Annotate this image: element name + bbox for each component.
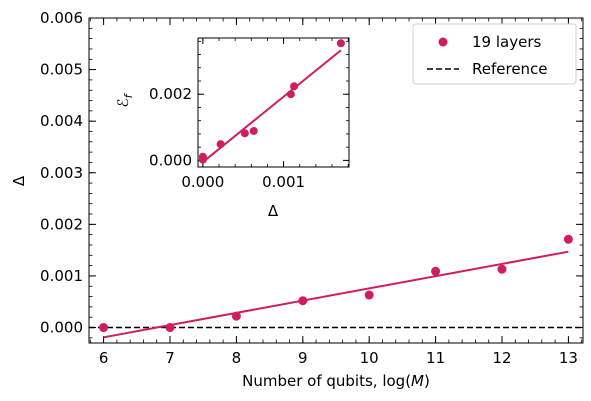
- main-x-tick-label: 8: [232, 349, 242, 367]
- main-y-tick-labels: 0.000 0.001 0.002 0.003 0.004 0.005 0.006: [40, 9, 83, 337]
- inset-x-tick-label: 0.001: [262, 173, 305, 191]
- inset-x-tick-labels: 0.000 0.001: [181, 173, 305, 191]
- main-y-tick-label: 0.002: [40, 215, 83, 233]
- main-x-tick-label: 6: [99, 349, 109, 367]
- inset-plot: 0.000 0.001 0.000 0.002 Δ ℰf: [114, 37, 350, 220]
- main-x-tick-label: 10: [360, 349, 379, 367]
- legend-box: [412, 23, 577, 85]
- main-x-axis-label: Number of qubits, log(M): [242, 372, 430, 390]
- inset-y-axis-label: ℰf: [114, 92, 135, 107]
- main-data-point: [165, 323, 175, 333]
- main-y-axis-label: Δ: [10, 175, 28, 186]
- inset-data-point: [336, 39, 345, 48]
- main-data-point: [99, 323, 109, 333]
- main-data-point: [497, 264, 507, 274]
- main-x-tick-label: 12: [492, 349, 511, 367]
- inset-data-point: [249, 126, 258, 135]
- main-y-tick-label: 0.003: [40, 164, 83, 182]
- inset-data-point: [198, 152, 207, 161]
- main-fit-layer: [103, 250, 569, 339]
- main-x-axis-label-close: ): [424, 372, 430, 390]
- main-x-tick-label: 9: [298, 349, 308, 367]
- inset-data-point: [286, 90, 295, 99]
- main-y-tick-label: 0.004: [40, 112, 83, 130]
- inset-fit-line: [202, 49, 342, 163]
- main-y-tick-label: 0.001: [40, 267, 83, 285]
- main-points-layer: [99, 234, 573, 333]
- main-y-tick-label: 0.005: [40, 61, 83, 79]
- legend-label-reference: Reference: [472, 60, 548, 78]
- main-x-axis-label-italic: M: [411, 372, 424, 390]
- inset-x-tick-label: 0.000: [181, 173, 224, 191]
- inset-data-point: [290, 82, 299, 91]
- main-plot: 6 7 8 9 10 11 12 13 0.0000.0010.0020.0030.0040.…: [10, 9, 584, 390]
- main-plot-frame: [88, 17, 584, 344]
- inset-fit-layer: [202, 49, 342, 163]
- main-x-tick-label: 13: [559, 349, 578, 367]
- main-y-tick-label: 0.006: [40, 9, 83, 27]
- inset-y-tick-label: 0.002: [149, 85, 192, 103]
- inset-data-point: [240, 129, 249, 138]
- inset-x-axis-label: Δ: [268, 202, 279, 220]
- inset-data-point: [216, 140, 225, 149]
- main-x-tick-label: 11: [426, 349, 445, 367]
- inset-y-axis-label-sub: f: [122, 92, 135, 98]
- main-x-axis-label-text: Number of qubits, log(: [242, 372, 411, 390]
- inset-points-layer: [198, 39, 345, 164]
- legend: 19 layers Reference: [412, 23, 577, 85]
- main-x-tick-label: 7: [165, 349, 175, 367]
- main-data-point: [431, 266, 441, 276]
- main-ticks: [89, 17, 583, 343]
- main-data-point: [364, 290, 374, 300]
- main-x-tick-labels: 6 7 8 9 10 11 12 13: [99, 349, 578, 367]
- inset-y-tick-label: 0.000: [149, 151, 192, 169]
- main-data-point: [231, 311, 241, 321]
- inset-y-axis-label-main: ℰ: [114, 98, 132, 107]
- legend-marker-19-layers: [438, 37, 448, 47]
- legend-label-19-layers: 19 layers: [472, 33, 541, 51]
- main-fit-line: [103, 250, 569, 339]
- inset-y-tick-labels: 0.000 0.002: [149, 85, 192, 169]
- main-data-point: [563, 234, 573, 244]
- main-y-tick-label: 0.000: [40, 319, 83, 337]
- main-data-point: [298, 296, 308, 306]
- inset-plot-frame: [197, 37, 350, 168]
